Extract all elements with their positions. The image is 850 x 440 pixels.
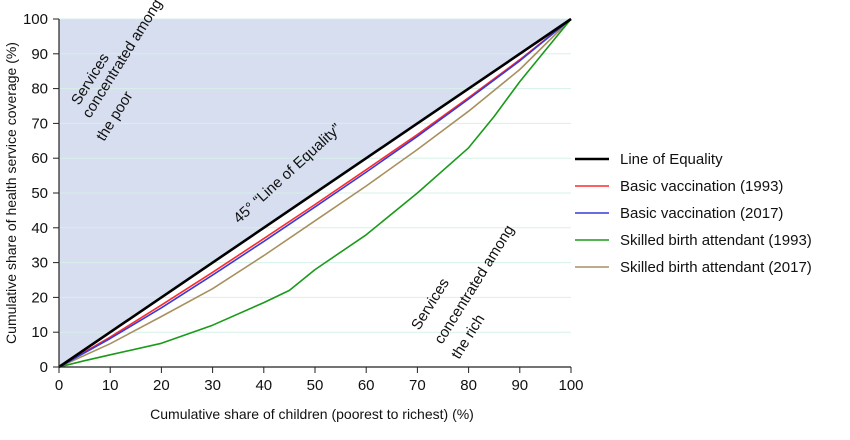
series-line-2 <box>58 18 572 368</box>
x-tick-label-30: 30 <box>204 377 221 394</box>
y-tick-label-90: 90 <box>31 46 48 63</box>
y-axis-title: Cumulative share of health service cover… <box>3 42 19 344</box>
y-tick-label-0: 0 <box>40 359 48 376</box>
series-line-3 <box>58 18 572 368</box>
x-tick-label-80: 80 <box>460 377 477 394</box>
legend-label-0: Line of Equality <box>620 151 723 168</box>
y-tick-label-20: 20 <box>31 289 48 306</box>
x-tick-label-90: 90 <box>511 377 528 394</box>
x-tick-label-100: 100 <box>558 377 583 394</box>
legend-label-1: Basic vaccination (1993) <box>620 178 783 195</box>
y-tick-label-60: 60 <box>31 150 48 167</box>
x-axis-title: Cumulative share of children (poorest to… <box>150 406 474 422</box>
legend-label-4: Skilled birth attendant (2017) <box>620 259 812 276</box>
x-tick-label-0: 0 <box>55 377 63 394</box>
series-line-4 <box>58 18 572 368</box>
x-tick-label-50: 50 <box>307 377 324 394</box>
y-tick-label-80: 80 <box>31 81 48 98</box>
x-tick-label-20: 20 <box>153 377 170 394</box>
x-tick-label-70: 70 <box>409 377 426 394</box>
legend-label-2: Basic vaccination (2017) <box>620 205 783 222</box>
series-layer <box>58 17 572 369</box>
x-tick-label-10: 10 <box>102 377 119 394</box>
axes: 0 10 20 30 40 50 60 70 80 90 100 0 10 20 30 40 50 60 70 80 9… <box>23 11 584 394</box>
series-line-1 <box>58 18 572 368</box>
y-tick-label-50: 50 <box>31 185 48 202</box>
x-tick-label-60: 60 <box>358 377 375 394</box>
x-tick-label-40: 40 <box>255 377 272 394</box>
y-tick-label-10: 10 <box>31 324 48 341</box>
y-tick-label-30: 30 <box>31 255 48 272</box>
series-line-0 <box>58 17 572 369</box>
y-tick-label-100: 100 <box>23 11 48 28</box>
y-tick-label-40: 40 <box>31 220 48 237</box>
y-tick-label-70: 70 <box>31 115 48 132</box>
legend: Line of Equality Basic vaccination (1993)… <box>575 151 812 276</box>
legend-label-3: Skilled birth attendant (1993) <box>620 232 812 249</box>
